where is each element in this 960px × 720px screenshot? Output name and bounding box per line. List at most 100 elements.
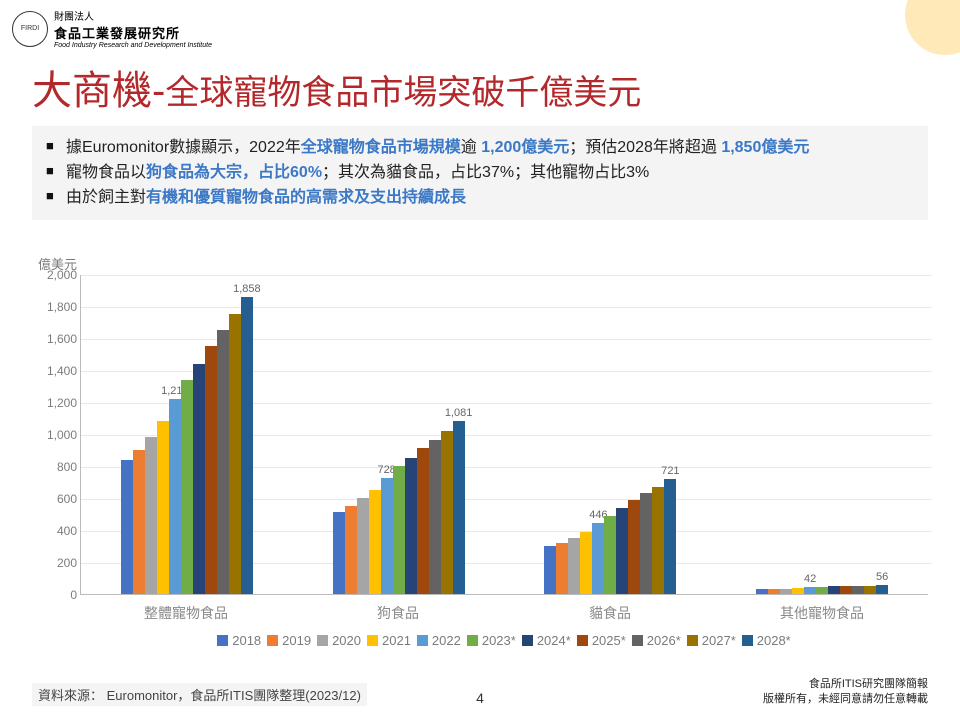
legend-item: 2025* bbox=[577, 633, 626, 648]
bar bbox=[628, 500, 640, 594]
y-tick: 1,000 bbox=[37, 428, 77, 442]
y-tick: 1,600 bbox=[37, 332, 77, 346]
bar bbox=[816, 587, 828, 594]
bar bbox=[616, 508, 628, 594]
legend-label: 2020 bbox=[332, 633, 361, 648]
bar bbox=[604, 516, 616, 594]
category-label: 其他寵物食品 bbox=[716, 595, 928, 623]
bar bbox=[229, 314, 241, 594]
y-tick: 1,800 bbox=[37, 300, 77, 314]
legend-label: 2022 bbox=[432, 633, 461, 648]
logo-seal: FIRDI bbox=[12, 11, 48, 47]
y-tick: 2,000 bbox=[37, 268, 77, 282]
legend-item: 2021 bbox=[367, 633, 411, 648]
bar bbox=[133, 450, 145, 594]
legend-swatch bbox=[632, 635, 643, 646]
bar bbox=[441, 431, 453, 594]
decorative-circle bbox=[905, 0, 960, 55]
bar bbox=[405, 458, 417, 594]
bar: 721 bbox=[664, 479, 676, 594]
bar bbox=[393, 466, 405, 594]
category-label: 整體寵物食品 bbox=[80, 595, 292, 623]
org-en: Food Industry Research and Development I… bbox=[54, 42, 212, 49]
bar bbox=[181, 380, 193, 594]
bar bbox=[145, 437, 157, 594]
legend-swatch bbox=[417, 635, 428, 646]
bar bbox=[852, 586, 864, 594]
footer-source: 資料來源： Euromonitor，食品所ITIS團隊整理(2023/12) bbox=[32, 683, 367, 706]
y-tick: 200 bbox=[37, 556, 77, 570]
bar-value-label: 721 bbox=[661, 465, 679, 479]
bar bbox=[217, 330, 229, 594]
legend-item: 2019 bbox=[267, 633, 311, 648]
legend-label: 2028* bbox=[757, 633, 791, 648]
bar bbox=[157, 421, 169, 594]
legend-item: 2026* bbox=[632, 633, 681, 648]
bar bbox=[840, 586, 852, 594]
bar bbox=[828, 586, 840, 594]
bar bbox=[429, 440, 441, 594]
bar bbox=[568, 538, 580, 594]
bar bbox=[768, 589, 780, 594]
legend-swatch bbox=[742, 635, 753, 646]
bar: 42 bbox=[804, 587, 816, 594]
bullet-item: 寵物食品以狗食品為大宗，占比60%；其次為貓食品，占比37%；其他寵物占比3% bbox=[44, 161, 916, 186]
bar-group: 42 56 bbox=[716, 275, 928, 594]
bar bbox=[780, 589, 792, 594]
footer-right: 食品所ITIS研究團隊簡報 版權所有，未經同意請勿任意轉載 bbox=[763, 677, 928, 706]
y-tick: 600 bbox=[37, 492, 77, 506]
bar bbox=[417, 448, 429, 594]
bar bbox=[864, 586, 876, 594]
bar bbox=[756, 589, 768, 594]
chart-category-labels: 整體寵物食品狗食品貓食品其他寵物食品 bbox=[80, 595, 928, 623]
legend-swatch bbox=[367, 635, 378, 646]
legend-label: 2024* bbox=[537, 633, 571, 648]
bar bbox=[580, 532, 592, 594]
bar-value-label: 1,081 bbox=[445, 407, 473, 421]
y-tick: 1,400 bbox=[37, 364, 77, 378]
legend-item: 2023* bbox=[467, 633, 516, 648]
bar-group: 446 721 bbox=[505, 275, 717, 594]
bar: 56 bbox=[876, 585, 888, 594]
bar bbox=[544, 546, 556, 594]
bar: 1,216 bbox=[169, 399, 181, 594]
bullet-item: 據Euromonitor數據顯示，2022年全球寵物食品市場規模逾 1,200億… bbox=[44, 136, 916, 161]
bar bbox=[792, 588, 804, 594]
y-tick: 800 bbox=[37, 460, 77, 474]
legend-item: 2024* bbox=[522, 633, 571, 648]
bar bbox=[205, 346, 217, 594]
bar bbox=[357, 498, 369, 594]
bar bbox=[652, 487, 664, 594]
y-tick: 0 bbox=[37, 588, 77, 602]
legend-swatch bbox=[317, 635, 328, 646]
bar-value-label: 42 bbox=[804, 573, 816, 587]
y-tick: 1,200 bbox=[37, 396, 77, 410]
legend-swatch bbox=[267, 635, 278, 646]
bar-group: 728 1,081 bbox=[293, 275, 505, 594]
chart-unit-label: 億美元 bbox=[38, 254, 928, 273]
bullet-item: 由於飼主對有機和優質寵物食品的高需求及支出持續成長 bbox=[44, 186, 916, 211]
bar: 728 bbox=[381, 478, 393, 594]
bar bbox=[640, 493, 652, 594]
bar bbox=[121, 460, 133, 594]
header-logo: FIRDI 財團法人 食品工業發展研究所 Food Industry Resea… bbox=[12, 8, 212, 49]
bar-value-label: 1,858 bbox=[233, 283, 261, 297]
category-label: 狗食品 bbox=[292, 595, 504, 623]
legend-label: 2023* bbox=[482, 633, 516, 648]
bar: 446 bbox=[592, 523, 604, 594]
bar bbox=[369, 490, 381, 594]
chart-legend: 2018 2019 2020 2021 2022 2023* 2024* 2025* 2026*… bbox=[80, 633, 928, 648]
legend-label: 2018 bbox=[232, 633, 261, 648]
legend-swatch bbox=[522, 635, 533, 646]
legend-label: 2021 bbox=[382, 633, 411, 648]
legend-label: 2026* bbox=[647, 633, 681, 648]
legend-swatch bbox=[217, 635, 228, 646]
category-label: 貓食品 bbox=[504, 595, 716, 623]
bar bbox=[193, 364, 205, 594]
legend-item: 2028* bbox=[742, 633, 791, 648]
bar: 1,081 bbox=[453, 421, 465, 594]
bar-group: 1,216 1,858 bbox=[81, 275, 293, 594]
org-top: 財團法人 bbox=[54, 8, 212, 23]
legend-item: 2020 bbox=[317, 633, 361, 648]
legend-item: 2027* bbox=[687, 633, 736, 648]
